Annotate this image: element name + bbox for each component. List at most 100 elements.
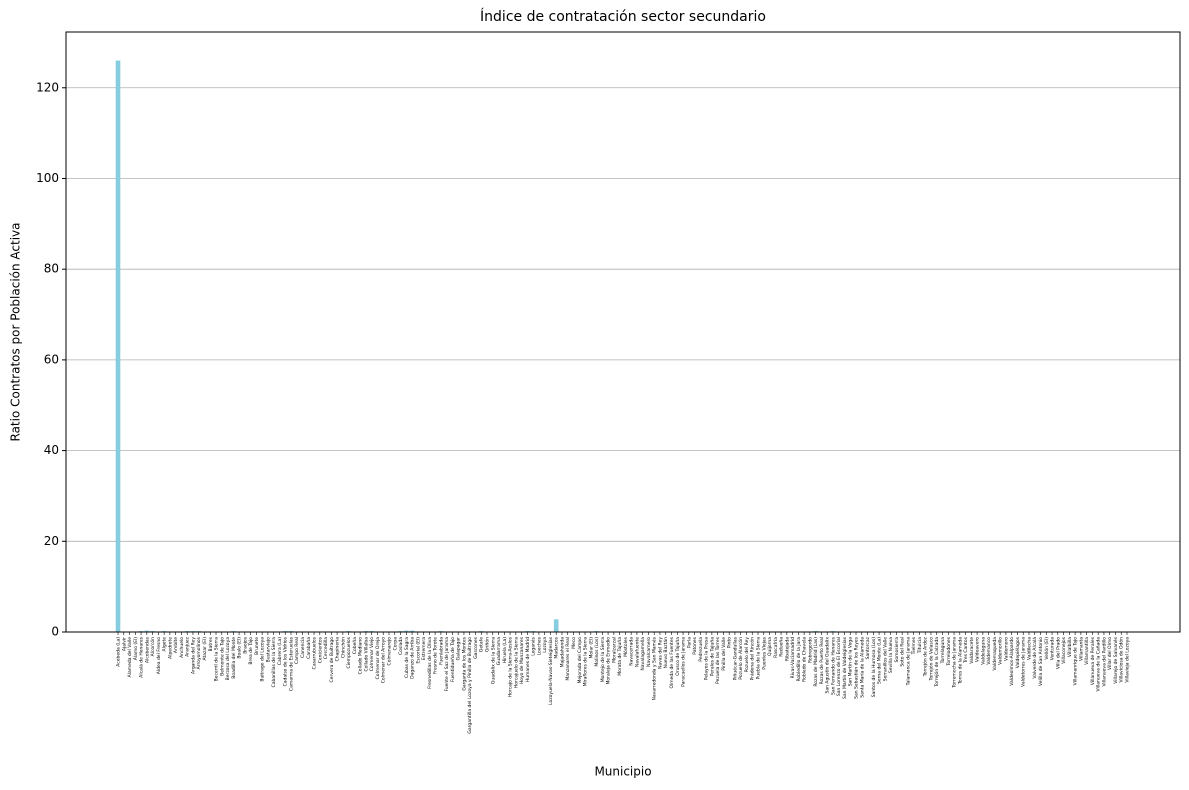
bar [144,630,150,632]
x-tick-label: Garganta de los Montes [461,636,467,690]
x-tick-label: Quijorna [767,637,773,656]
x-tick-label: Guadalix de la Sierra [490,637,496,684]
chart-title: Índice de contratación sector secundario [480,8,766,25]
x-tick-label: Fuente el Saz de Jarama [444,637,450,692]
x-tick-label: Tielmes [911,636,917,655]
x-tick-label: Cenicientos [317,636,323,663]
x-tick-label: Canencia [300,637,306,658]
x-tick-label: Fresno de Torote [433,637,439,674]
x-tick-label: Mejorada del Campo [577,637,583,684]
x-tick-label: Paracuellos de Jarama [681,637,687,687]
x-tick-label: Álamo (El) [132,637,139,661]
x-tick-label: Somosierra [894,637,900,663]
x-tick-label: Pedrezuela [698,637,704,662]
x-tick-label: Pinilla del Valle [721,637,727,671]
x-tick-label: Navarredonda y San Mamés [651,636,658,700]
x-tick-label: Brea de Tajo [248,637,254,665]
x-tick-label: Torrelaguna [940,637,946,665]
x-tick-label: Cabrera (La) [277,637,283,665]
x-tick-label: Ajalvir [121,637,127,651]
x-tick-label: Valdilecha [1026,637,1032,660]
x-tick-label: Cervera de Buitrago [329,637,335,683]
x-tick-label: Torrejón de Ardoz [922,636,929,677]
x-tick-label: Corpa [392,637,398,651]
x-tick-label: Campo Real [294,637,300,664]
bar [403,630,409,632]
x-tick-label: Vellón (El) [1043,637,1050,660]
x-tick-label: Humanes de Madrid [525,637,531,682]
x-tick-label: Ribatejada [784,637,790,661]
x-tick-label: Pozuelo del Rey [744,637,750,673]
x-tick-label: Alcobendas [144,636,150,663]
x-tick-label: Hoyo de Manzanares [519,636,525,684]
x-tick-label: Olmeda de las Fuentes [669,636,675,688]
x-tick-label: Santa María de la Alameda [858,637,865,698]
x-tick-label: Villamanrique de Tajo [1073,637,1079,686]
x-tick-label: Sevilla la Nueva [888,637,894,673]
x-tick-label: Bustarviejo [265,637,271,663]
x-tick-label: Algete [162,637,168,652]
x-tick-label: Collado Mediano [358,637,364,675]
x-tick-label: Valdetorres de Jarama [1021,637,1027,687]
x-tick-label: Fuenlabrada [438,637,444,665]
x-tick-label: Villaconejos [1061,636,1067,663]
x-tick-label: Talamanca de Jarama [905,637,911,687]
x-tick-label: Cercedilla [323,637,329,660]
y-tick-label: 40 [44,443,59,457]
x-tick-label: Valdeavero [975,637,981,662]
x-tick-label: Colmenar del Arroyo [381,637,387,684]
y-axis-label: Ratio Contratos por Población Activa [9,223,23,442]
x-tick-label: Perales de Tajuña [709,637,715,676]
bar [409,630,415,632]
x-tick-label: Robledillo de la Jara [796,637,802,682]
x-tick-label: Torremocha de Jarama [952,637,958,689]
x-tick-label: San Agustín del Guadalix [824,637,831,694]
x-tick-label: Puebla de la Sierra [755,637,761,680]
x-tick-label: Galapagar [456,637,462,660]
x-tick-label: Ciempozuelos [346,636,352,668]
x-tick-label: Valdemanco [986,637,992,665]
x-tick-label: Navacerrada [629,637,635,666]
x-tick-label: Estremera [421,637,427,660]
x-tick-label: Braojos [242,636,248,653]
x-tick-label: Villar del Olmo [1107,637,1113,670]
x-tick-label: Valdaracete [969,637,975,664]
x-tick-label: Valdemoro [1003,637,1009,661]
x-tick-label: Meco [571,637,577,649]
x-tick-label: Rascafría [772,637,779,658]
x-tick-label: Miraflores de la Sierra [583,637,589,687]
x-tick-label: Titulcia [917,637,923,654]
x-tick-label: Griñón [484,637,491,652]
x-tick-label: Robregordo [807,637,813,663]
x-tick-label: Becerril de la Sierra [214,637,220,682]
x-tick-label: Anchuelo [179,637,185,658]
x-tick-label: Alcalá de Henares [138,636,145,677]
x-tick-label: Coslada [398,637,404,655]
x-tick-label: Guadarrama [496,637,502,665]
x-tick-label: Arroyomolinos [196,636,202,669]
x-tick-label: Boadilla del Monte [231,637,237,679]
x-tick-label: Alpedrete [167,637,173,659]
x-tick-label: Camarma de Esteruelas [288,636,294,691]
x-tick-label: Arganda del Rey [190,637,196,674]
x-tick-label: Pinto [727,637,733,648]
x-tick-label: Redueña [779,637,785,657]
x-tick-label: Madarcos [554,636,560,658]
x-tick-label: Villanueva del Pardillo [1101,637,1107,687]
x-tick-label: Gascones [473,636,479,658]
x-tick-label: Casarrubuelos [312,636,318,669]
x-tick-label: San Martín de Valdeiglesias [841,636,848,699]
x-tick-label: Villaviciosa de Odón [1118,637,1125,683]
x-tick-label: Carabaña [306,637,312,659]
x-tick-label: Villanueva de Perales [1090,636,1096,685]
x-tick-label: Morata de Tajuña [617,637,623,676]
x-tick-label: Pozuelo de Alarcón [737,637,744,680]
x-tick-label: Torrejón de la Calzada [933,637,940,688]
x-tick-label: Colmenar Viejo [369,637,375,671]
x-tick-label: Alameda del Valle [127,637,133,678]
x-tick-label: Gargantilla del Lozoya y Pinilla de Buit… [467,637,473,734]
x-tick-label: Navalcarnero [646,637,652,667]
x-tick-label: Tres Cantos [963,636,969,664]
x-tick-label: Daganzo de Arriba [410,637,416,679]
